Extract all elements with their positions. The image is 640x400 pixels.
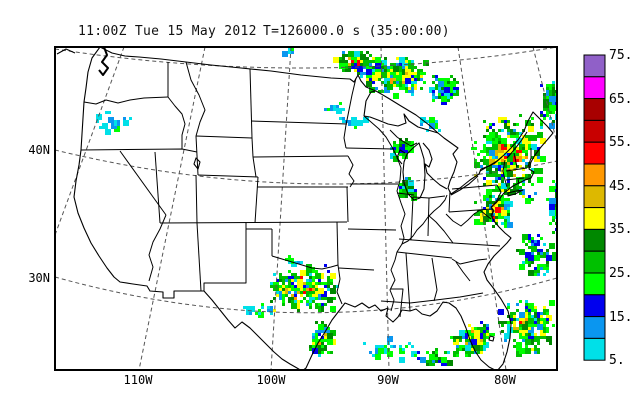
colorbar-cell-9 xyxy=(583,250,606,274)
colorbar-cell-0 xyxy=(583,54,606,78)
lat-label-30N: 30N xyxy=(28,271,50,285)
lake-erie-south xyxy=(450,175,479,196)
colorbar-cell-1 xyxy=(583,76,606,100)
colorbar-cell-4 xyxy=(583,141,606,165)
puget-sound xyxy=(98,48,109,76)
us-map-outlines xyxy=(56,48,554,369)
latlon-grid xyxy=(56,48,556,369)
colorbar-tick-65: 65. xyxy=(609,91,633,107)
colorbar-cell-10 xyxy=(583,272,606,296)
title-sim-time: T=126000.0 s (35:00:00) xyxy=(263,24,450,39)
colorbar xyxy=(583,54,606,361)
state-borders xyxy=(80,61,532,318)
colorbar-cell-2 xyxy=(583,98,606,121)
colorbar-tick-25: 25. xyxy=(609,266,633,281)
lon-label-110W: 110W xyxy=(123,373,153,387)
colorbar-tick-5: 5. xyxy=(609,353,625,369)
colorbar-cell-8 xyxy=(583,228,606,252)
lon-label-90W: 90W xyxy=(377,373,399,387)
map-frame xyxy=(54,46,558,371)
title-timestamp: 11:00Z Tue 15 May 2012 xyxy=(78,24,257,39)
lat-label-40N: 40N xyxy=(28,143,50,157)
long-island xyxy=(507,189,524,197)
colorbar-tick-15: 15. xyxy=(609,309,633,325)
vancouver-island-bit xyxy=(56,48,76,55)
st-lawrence xyxy=(506,131,528,159)
green-bay xyxy=(396,149,406,165)
colorbar-tick-55: 55. xyxy=(609,135,633,151)
lake-michigan xyxy=(402,142,426,201)
colorbar-cell-13 xyxy=(583,337,606,361)
colorbar-tick-35: 35. xyxy=(609,222,633,238)
lake-ontario-south xyxy=(479,156,503,172)
colorbar-cell-6 xyxy=(583,185,606,209)
title-bar: 11:00Z Tue 15 May 2012 T=126000.0 s (35:… xyxy=(0,24,640,40)
colorbar-cell-7 xyxy=(583,207,606,230)
lake-superior-south xyxy=(363,90,439,134)
lake-huron-west xyxy=(422,142,448,190)
colorbar-cell-3 xyxy=(583,119,606,143)
colorbar-tick-45: 45. xyxy=(609,178,633,194)
colorbar-cell-12 xyxy=(583,316,606,339)
lake-okeechobee xyxy=(488,335,495,342)
radar-echoes xyxy=(96,48,556,366)
colorbar-cell-5 xyxy=(583,163,606,187)
colorbar-cell-11 xyxy=(583,294,606,318)
lon-label-100W: 100W xyxy=(256,373,286,387)
lon-label-80W: 80W xyxy=(494,373,516,387)
colorbar-tick-75: 75. xyxy=(609,48,633,63)
